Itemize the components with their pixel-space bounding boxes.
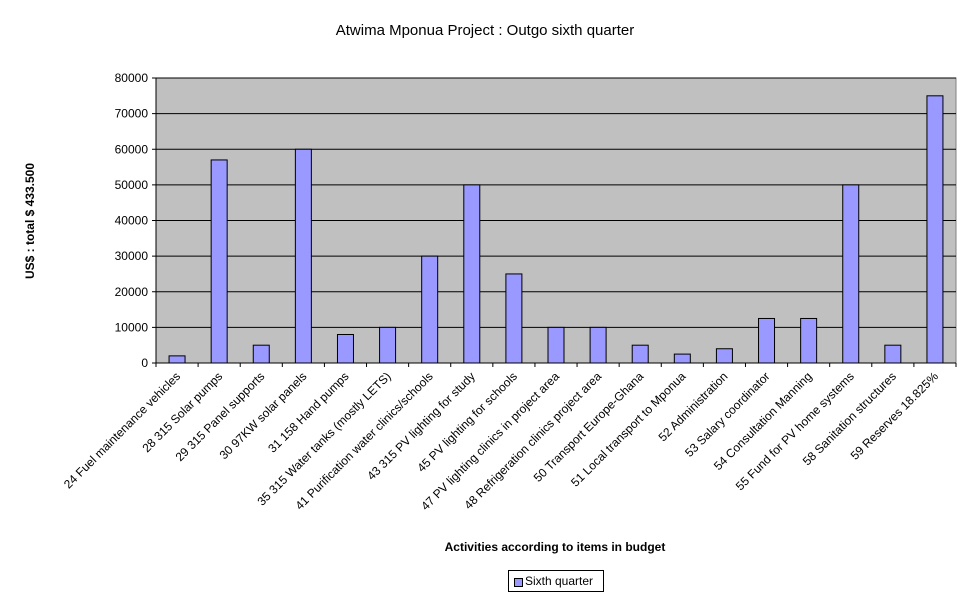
y-tick-label: 0	[141, 356, 148, 370]
bar	[505, 273, 523, 364]
bar	[589, 326, 607, 364]
bar	[294, 148, 312, 364]
legend-swatch	[514, 578, 523, 587]
bar	[842, 184, 860, 364]
chart-title: Atwima Mponua Project : Outgo sixth quar…	[335, 22, 635, 39]
y-tick-label: 10000	[115, 320, 149, 334]
bar	[715, 348, 733, 364]
bar	[800, 317, 818, 364]
y-tick-label: 50000	[115, 178, 149, 192]
y-tick-label: 40000	[115, 214, 149, 228]
bar	[168, 355, 186, 364]
bar	[673, 353, 691, 364]
legend: Sixth quarter	[508, 570, 604, 592]
bar	[421, 255, 439, 364]
bar	[252, 344, 270, 364]
y-axis-ticks: 0 10000 20000 30000 40000 50000 60000 70000 8000…	[115, 71, 156, 370]
y-tick-label: 60000	[115, 142, 149, 156]
x-tick-label: 28 315 Solar pumps	[139, 369, 225, 455]
bar	[336, 334, 354, 364]
x-tick-label: 31 158 Hand pumps	[265, 369, 351, 455]
y-tick-label: 70000	[115, 107, 149, 121]
x-axis-label: Activities according to items in budget	[444, 540, 666, 554]
y-tick-label: 20000	[115, 285, 149, 299]
bar	[547, 326, 565, 364]
y-tick-label: 80000	[115, 71, 149, 85]
bar	[379, 326, 397, 364]
bar	[210, 159, 228, 364]
legend-label: Sixth quarter	[525, 574, 594, 588]
bar	[926, 95, 944, 364]
bar	[631, 344, 649, 364]
bar	[758, 317, 776, 364]
y-tick-label: 30000	[115, 249, 149, 263]
bar	[463, 184, 481, 364]
bars	[168, 95, 944, 364]
gridlines	[156, 77, 956, 328]
bar	[884, 344, 902, 364]
y-axis-label: US$ : total $ 433.500	[23, 162, 37, 280]
